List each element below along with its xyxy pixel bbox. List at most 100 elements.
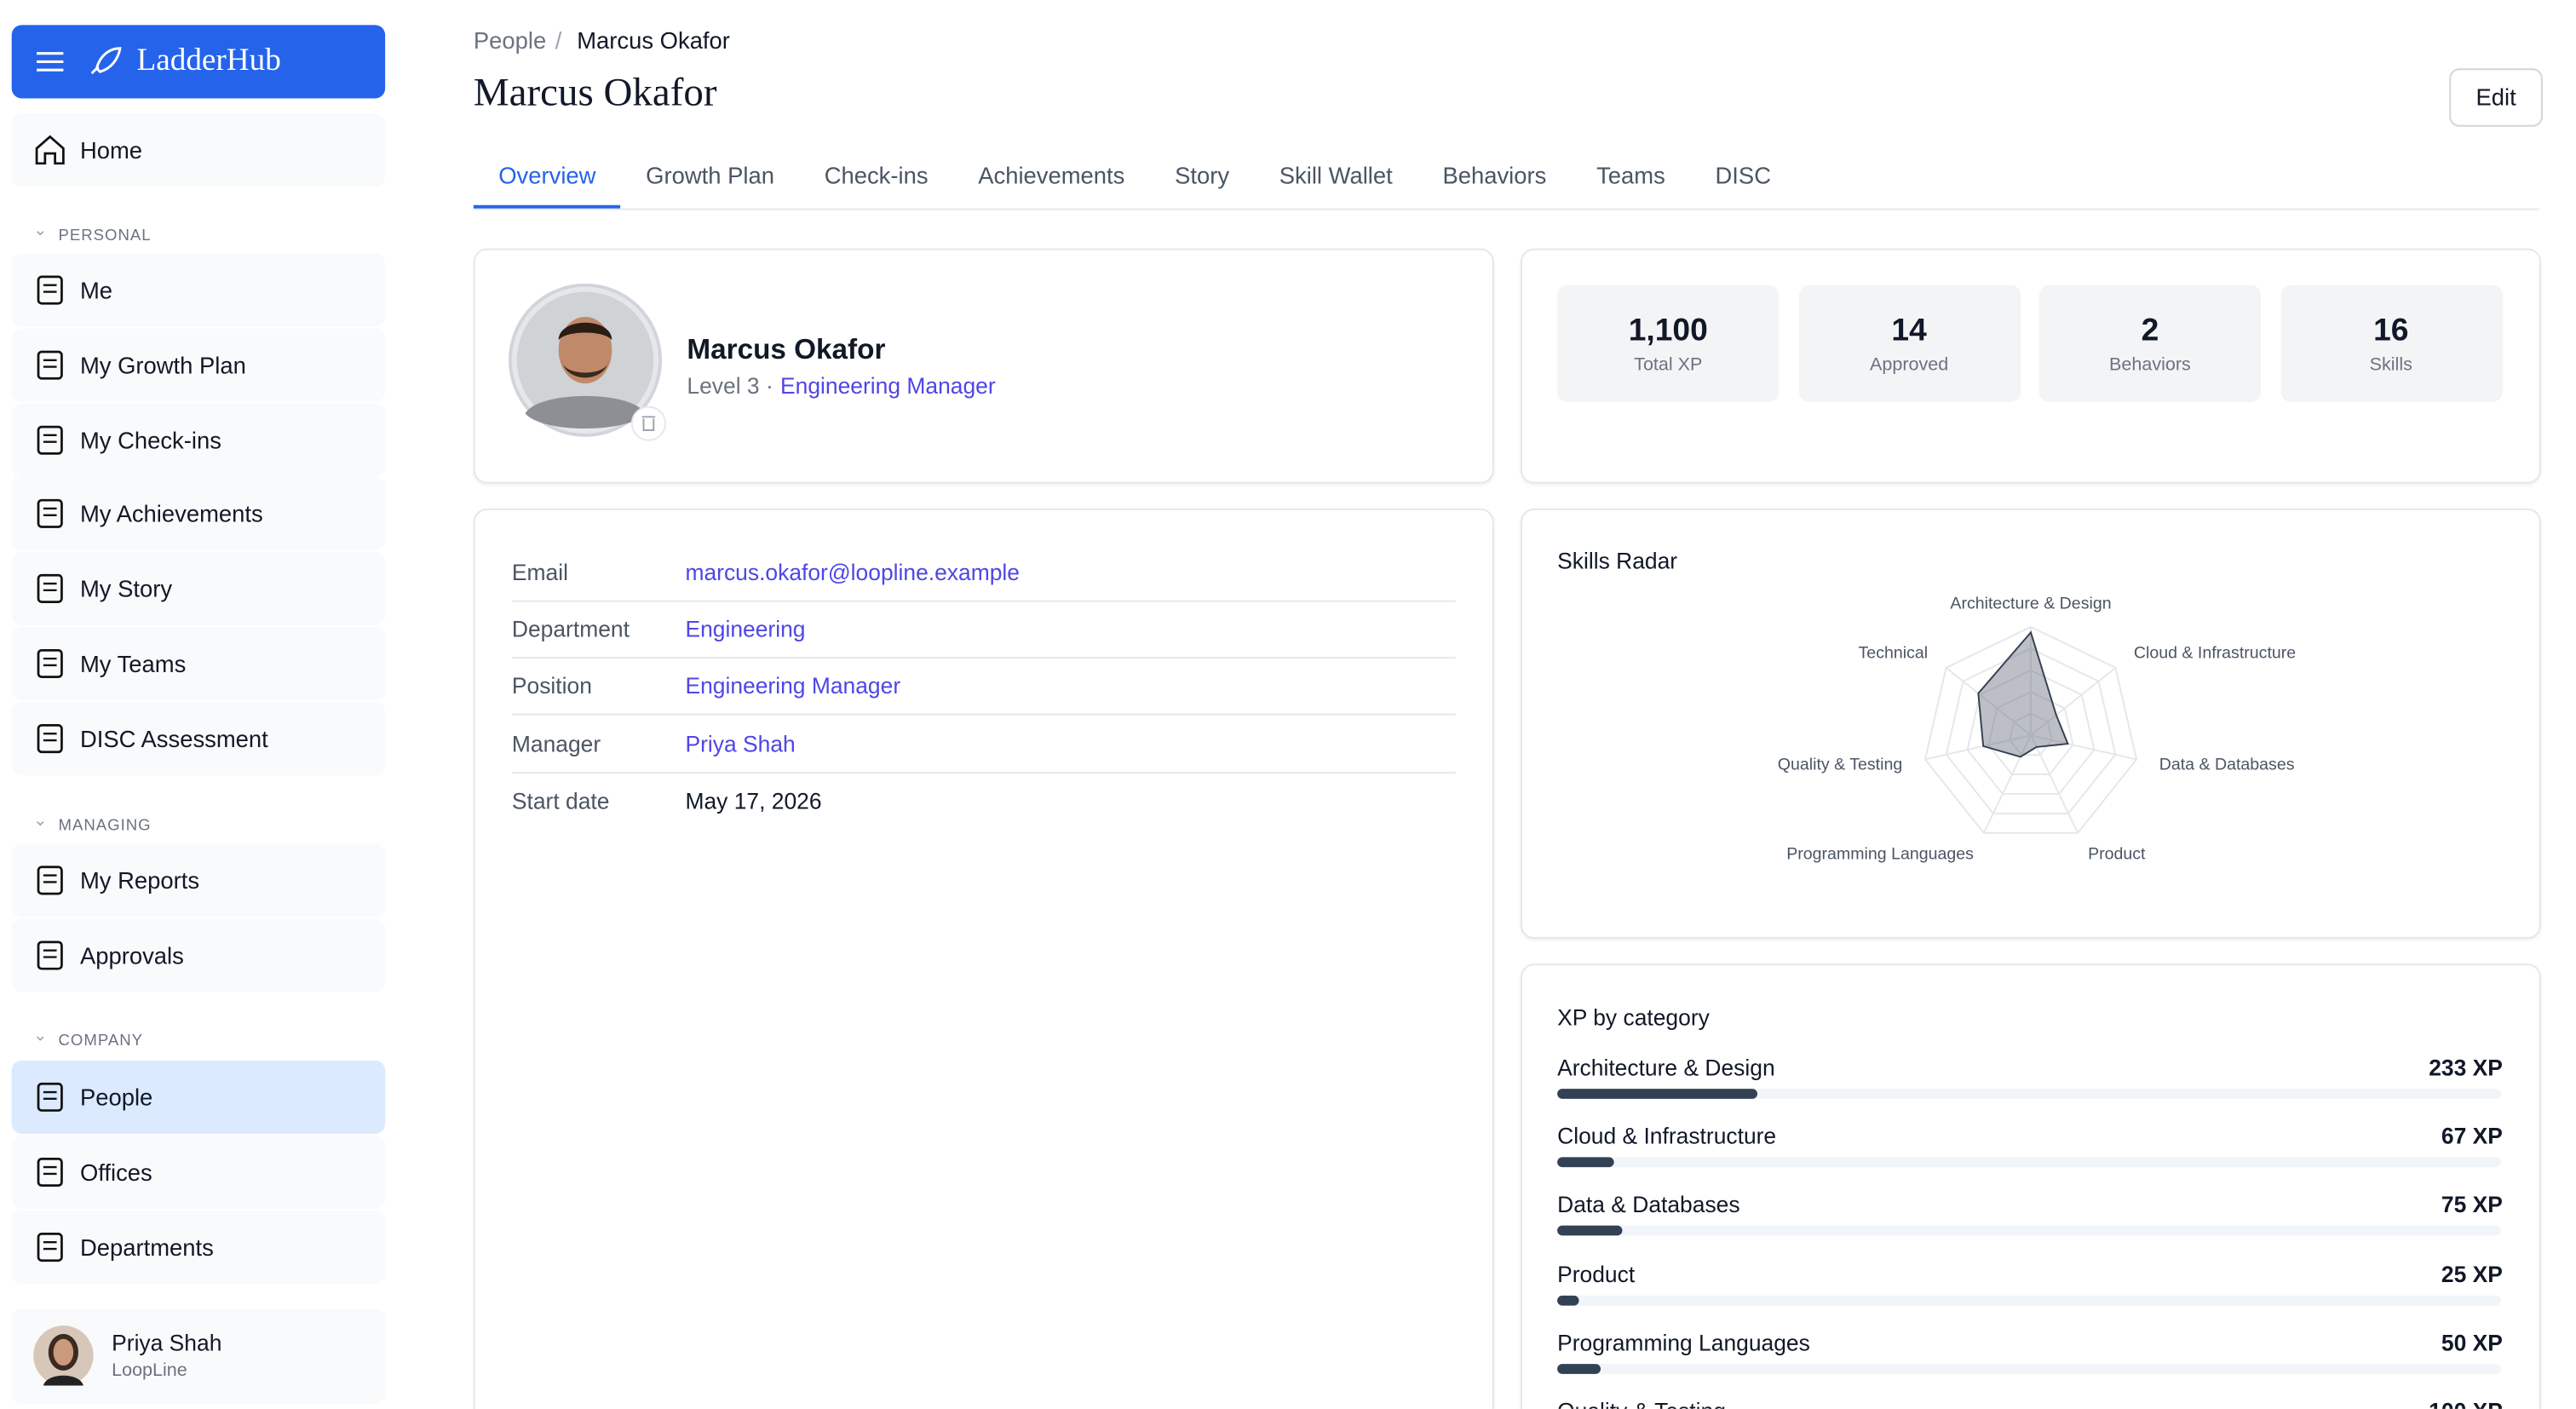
detail-separator <box>511 600 1456 602</box>
nav-label: My Growth Plan <box>79 351 246 378</box>
radar-label: Data & Databases <box>2159 755 2295 774</box>
tab[interactable]: Overview <box>498 161 596 189</box>
details-card: Email marcus.okafor@loopline.example Depar… <box>473 508 1494 1409</box>
nav-icon <box>37 1232 63 1262</box>
edit-button[interactable]: Edit <box>2449 68 2543 127</box>
detail-value[interactable]: Engineering Manager <box>685 674 901 699</box>
nav-label: My Reports <box>79 866 200 894</box>
nav-item[interactable]: Home <box>11 113 386 187</box>
xp-bar <box>1557 1089 1757 1099</box>
xp-card: XP by category Architecture & Design 233 … <box>1521 963 2541 1409</box>
detail-value[interactable]: marcus.okafor@loopline.example <box>685 560 1021 586</box>
detail-value: May 17, 2026 <box>685 788 822 814</box>
section-chevron: ⌄ <box>33 221 48 240</box>
detail-separator <box>511 714 1456 716</box>
stat-box: 2 Behaviors <box>2038 285 2262 402</box>
section-title: COMPANY <box>58 1032 144 1051</box>
nav-item[interactable]: Approvals <box>11 918 386 992</box>
tab[interactable]: Check-ins <box>824 161 929 189</box>
nav-item[interactable]: My Check-ins <box>11 402 386 476</box>
xp-track <box>1557 1295 2501 1305</box>
nav-item[interactable]: Offices <box>11 1135 386 1209</box>
nav-label: My Teams <box>79 650 187 677</box>
radar-spoke <box>2030 734 2137 761</box>
stat-value: 16 <box>2373 313 2409 349</box>
brand: LadderHub <box>136 43 281 78</box>
breadcrumb-link[interactable]: People <box>473 26 547 54</box>
tab[interactable]: Growth Plan <box>646 161 774 189</box>
detail-label: Email <box>511 560 568 586</box>
xp-value: 50 XP <box>2441 1330 2503 1355</box>
radar-card: Skills Radar Architecture & Design Cloud … <box>1521 508 2541 939</box>
tab[interactable]: DISC <box>1715 161 1771 189</box>
nav-item[interactable]: DISC Assessment <box>11 701 386 775</box>
radar-area <box>1977 630 2069 758</box>
radar-ring <box>2009 712 2053 756</box>
detail-value[interactable]: Engineering <box>685 617 806 642</box>
nav-item[interactable]: My Teams <box>11 626 386 701</box>
xp-value: 67 XP <box>2441 1124 2503 1149</box>
xp-category: Product <box>1557 1261 1636 1287</box>
profile-level: Level 3 · <box>687 373 773 399</box>
rocket-icon <box>90 47 122 75</box>
stat-box: 1,100 Total XP <box>1557 285 1780 402</box>
menu-icon <box>37 52 64 72</box>
stat-box: 14 Approved <box>1797 285 2021 402</box>
xp-track <box>1557 1089 2501 1099</box>
nav-icon <box>37 275 63 305</box>
detail-separator <box>511 657 1456 659</box>
profile-name: Marcus Okafor <box>687 333 886 365</box>
detail-label: Manager <box>511 731 601 756</box>
detail-label: Department <box>511 617 630 642</box>
nav-item[interactable]: Me <box>11 253 386 327</box>
tab[interactable]: Behaviors <box>1442 161 1547 189</box>
xp-value: 75 XP <box>2441 1193 2503 1218</box>
nav-icon <box>37 648 63 679</box>
radar-spoke <box>2030 667 2117 736</box>
radar-label: Quality & Testing <box>1778 755 1902 774</box>
page-title: Marcus Okafor <box>473 72 717 116</box>
breadcrumb-sep: / <box>555 26 562 54</box>
nav-item[interactable]: My Story <box>11 552 386 626</box>
nav-item[interactable]: People <box>11 1060 386 1134</box>
radar-ring <box>1966 669 2096 795</box>
radar-chart: Architecture & Design Cloud & Infrastruct… <box>1778 594 2296 863</box>
nav-label: Me <box>79 276 113 304</box>
nav-item[interactable]: My Reports <box>11 843 386 917</box>
radar-label: Programming Languages <box>1786 844 1974 863</box>
nav-icon <box>37 350 63 380</box>
nav-icon <box>37 1157 63 1187</box>
detail-label: Position <box>511 674 592 699</box>
xp-value: 233 XP <box>2429 1055 2503 1081</box>
tab[interactable]: Story <box>1175 161 1230 189</box>
profile-role[interactable]: Engineering Manager <box>780 373 996 399</box>
xp-bar <box>1557 1157 1615 1168</box>
nav-label: Departments <box>79 1233 214 1260</box>
brand-button[interactable]: LadderHub <box>11 25 386 99</box>
radar-title: Skills Radar <box>1557 548 1678 574</box>
section-chevron: ⌄ <box>33 1027 48 1046</box>
radar-ring <box>1987 691 2074 775</box>
nav-item[interactable]: Departments <box>11 1210 386 1284</box>
nav-label: My Achievements <box>79 500 263 528</box>
nav-label: DISC Assessment <box>79 725 268 752</box>
nav-label: My Story <box>79 575 173 602</box>
xp-value: 100 XP <box>2429 1399 2503 1409</box>
section-chevron: ⌄ <box>33 812 48 831</box>
xp-track <box>1557 1157 2501 1168</box>
stat-label: Total XP <box>1634 354 1703 376</box>
nav-icon <box>37 1082 63 1112</box>
user-card[interactable]: Priya Shah LoopLine <box>11 1308 386 1405</box>
nav-icon <box>37 424 63 454</box>
xp-category: Quality & Testing <box>1557 1399 1726 1409</box>
tab[interactable]: Teams <box>1596 161 1665 189</box>
tab[interactable]: Skill Wallet <box>1279 161 1393 189</box>
nav-item[interactable]: My Growth Plan <box>11 328 386 402</box>
detail-value[interactable]: Priya Shah <box>685 731 796 756</box>
nav-icon <box>37 574 63 604</box>
nav-label: My Check-ins <box>79 426 221 453</box>
nav-item[interactable]: My Achievements <box>11 477 386 551</box>
tab[interactable]: Achievements <box>978 161 1125 189</box>
xp-bar <box>1557 1295 1579 1305</box>
xp-title: XP by category <box>1557 1005 1710 1031</box>
